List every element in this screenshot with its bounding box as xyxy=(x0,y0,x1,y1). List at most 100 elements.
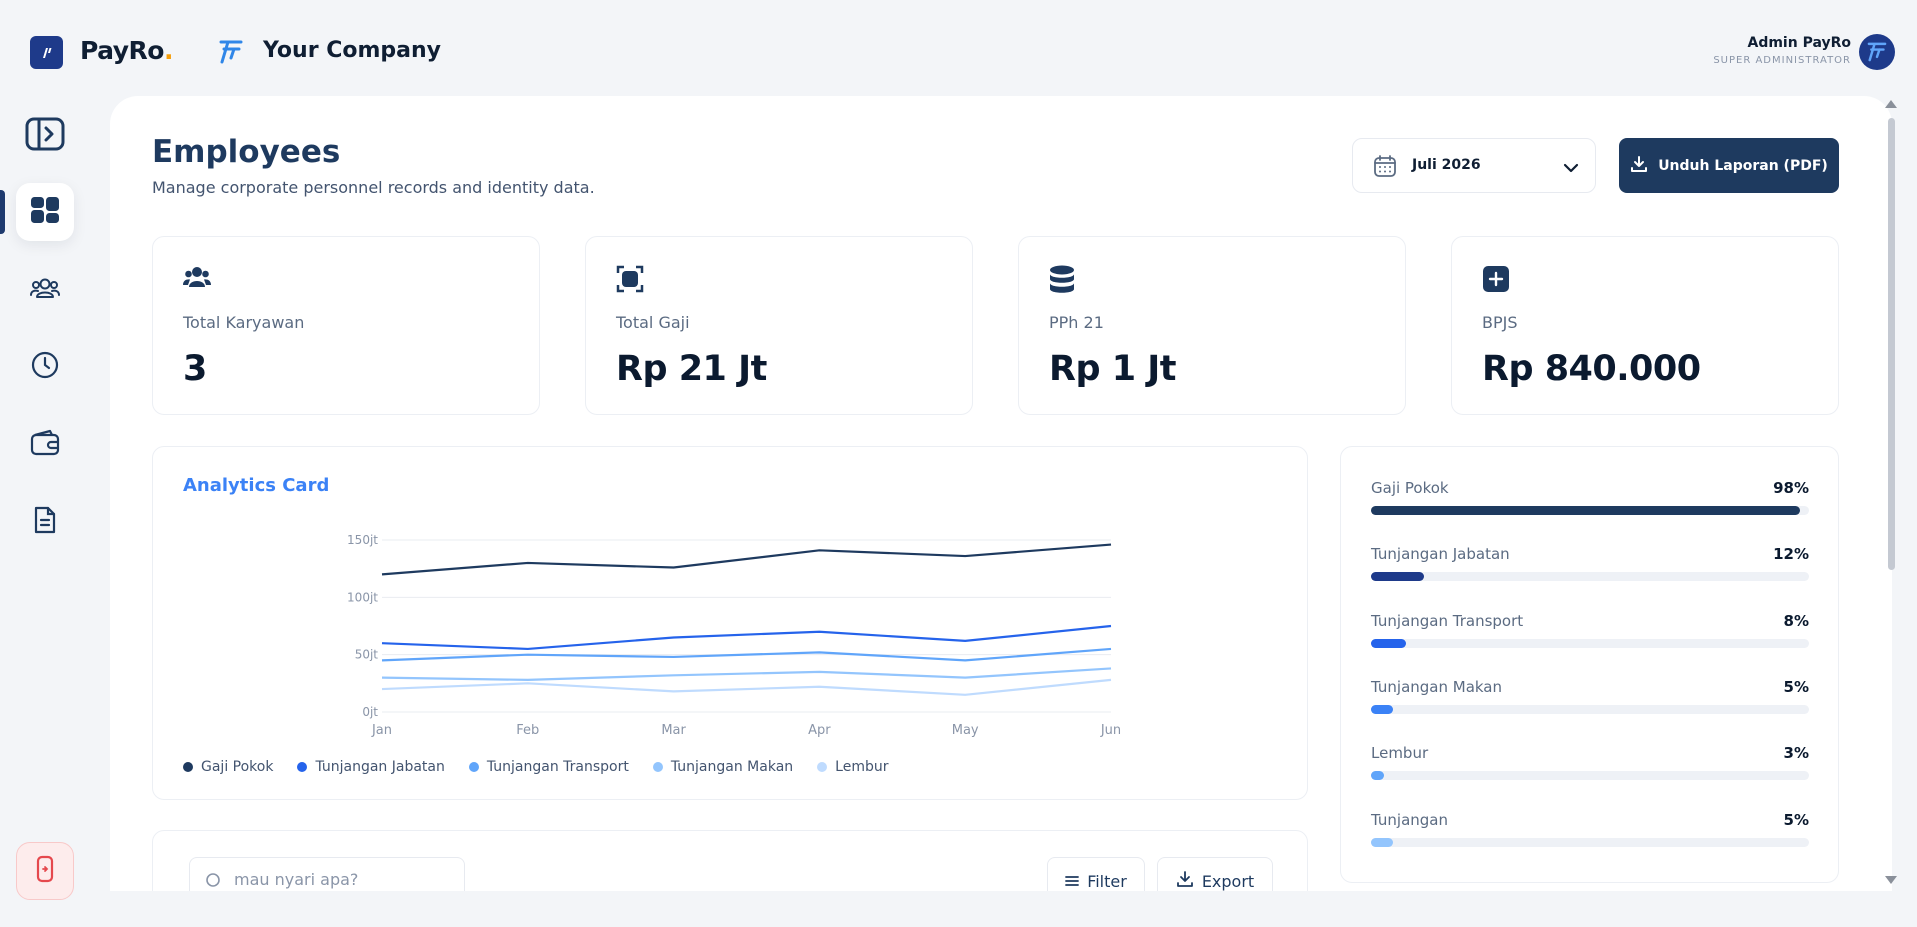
document-icon xyxy=(33,505,57,539)
stat-card-bpjs: BPJS Rp 840.000 xyxy=(1451,236,1839,415)
breakdown-label: Tunjangan xyxy=(1371,810,1448,829)
legend-item[interactable]: Tunjangan Makan xyxy=(652,759,794,775)
company-logo-icon xyxy=(215,38,247,70)
download-report-label: Unduh Laporan (PDF) xyxy=(1658,157,1828,174)
legend-label: Tunjangan Jabatan xyxy=(315,759,445,775)
download-report-button[interactable]: Unduh Laporan (PDF) xyxy=(1619,138,1839,193)
breakdown-label: Gaji Pokok xyxy=(1371,479,1449,497)
scroll-down-arrow-icon[interactable] xyxy=(1885,876,1897,884)
series-line-gaji-pokok[interactable] xyxy=(381,543,1112,576)
progress-track xyxy=(1371,837,1809,847)
legend-label: Lembur xyxy=(835,759,889,775)
salary-breakdown-card: Gaji Pokok 98% Tunjangan Jabatan 12% Tunjang… xyxy=(1340,446,1839,883)
legend-dot-icon xyxy=(468,762,479,772)
filter-label: Filter xyxy=(1087,871,1127,891)
user-name: Admin PayRo xyxy=(1747,35,1851,51)
search-input[interactable] xyxy=(234,870,454,889)
page-title: Employees xyxy=(152,134,341,170)
sidebar-item-attendance[interactable] xyxy=(16,338,74,396)
x-tick-label: May xyxy=(952,723,979,738)
logout-icon xyxy=(35,855,55,887)
x-tick-label: Jun xyxy=(1100,723,1121,738)
brand-name[interactable]: PayRo. xyxy=(80,36,173,65)
breakdown-percent: 8% xyxy=(1783,611,1809,630)
legend-item[interactable]: Lembur xyxy=(817,759,888,775)
breakdown-label: Tunjangan Jabatan xyxy=(1371,545,1510,564)
breakdown-percent: 5% xyxy=(1783,677,1809,696)
stat-value: Rp 1 Jt xyxy=(1049,349,1176,389)
series-line-tunjangan-jabatan[interactable] xyxy=(381,624,1112,651)
progress-fill xyxy=(1371,572,1424,582)
chart-title: Analytics Card xyxy=(183,475,330,496)
progress-fill xyxy=(1371,771,1385,781)
legend-item[interactable]: Gaji Pokok xyxy=(183,759,273,775)
y-tick-label: 150jt xyxy=(347,533,378,547)
breakdown-label: Tunjangan Transport xyxy=(1371,611,1524,630)
y-tick-label: 50jt xyxy=(355,648,379,662)
progress-fill xyxy=(1371,638,1407,648)
stat-label: Total Gaji xyxy=(616,313,690,332)
progress-fill xyxy=(1371,837,1393,847)
clock-icon xyxy=(31,351,59,383)
filter-button[interactable]: Filter xyxy=(1047,857,1145,891)
progress-track xyxy=(1371,638,1809,648)
x-tick-label: Mar xyxy=(661,723,686,738)
sidebar-toggle-icon xyxy=(25,117,65,155)
scroll-up-arrow-icon[interactable] xyxy=(1885,100,1897,108)
legend-item[interactable]: Tunjangan Transport xyxy=(468,759,629,775)
period-value: Juli 2026 xyxy=(1412,157,1481,173)
progress-fill xyxy=(1371,704,1393,714)
sidebar-item-reports[interactable] xyxy=(16,493,74,551)
team-icon xyxy=(183,265,211,295)
stat-value: 3 xyxy=(183,349,207,389)
legend-label: Gaji Pokok xyxy=(201,759,274,775)
users-icon xyxy=(30,276,60,304)
search-box[interactable] xyxy=(189,857,465,891)
wallet-icon xyxy=(30,429,60,461)
scroll-thumb[interactable] xyxy=(1888,118,1895,570)
user-role: SUPER ADMINISTRATOR xyxy=(1713,55,1851,66)
sidebar-toggle[interactable] xyxy=(16,107,74,165)
sidebar-item-payroll[interactable] xyxy=(16,416,74,474)
export-label: Export xyxy=(1201,871,1255,891)
progress-track xyxy=(1371,704,1809,714)
breakdown-label: Lembur xyxy=(1371,744,1429,763)
page-scrollbar[interactable] xyxy=(1884,96,1898,891)
stat-value: Rp 21 Jt xyxy=(616,349,767,389)
breakdown-percent: 12% xyxy=(1773,545,1809,564)
chart-legend: Gaji Pokok Tunjangan Jabatan Tunjangan Tra… xyxy=(183,759,888,775)
legend-dot-icon xyxy=(817,762,828,772)
page-subtitle: Manage corporate personnel records and i… xyxy=(152,178,595,197)
y-tick-label: 0jt xyxy=(362,705,378,719)
legend-label: Tunjangan Makan xyxy=(670,759,794,775)
x-tick-label: Jan xyxy=(371,723,392,738)
stat-label: BPJS xyxy=(1482,313,1518,332)
payro-logo-icon[interactable] xyxy=(30,36,63,69)
series-line-tunjangan-transport[interactable] xyxy=(381,647,1112,662)
breakdown-percent: 5% xyxy=(1783,810,1809,829)
y-tick-label: 100jt xyxy=(347,590,378,604)
breakdown-percent: 3% xyxy=(1783,744,1809,763)
stat-card-pph21: PPh 21 Rp 1 Jt xyxy=(1018,236,1406,415)
filter-icon xyxy=(1065,872,1080,891)
export-button[interactable]: Export xyxy=(1157,857,1273,891)
avatar[interactable] xyxy=(1859,34,1895,70)
sidebar-item-employees[interactable] xyxy=(16,261,74,319)
calendar-icon xyxy=(1373,154,1397,182)
plus-square-icon xyxy=(1482,265,1510,297)
stat-card-total-karyawan: Total Karyawan 3 xyxy=(152,236,540,415)
logout-button[interactable] xyxy=(16,842,74,900)
stat-label: Total Karyawan xyxy=(183,313,305,332)
series-line-lembur[interactable] xyxy=(381,678,1112,696)
chevron-down-icon xyxy=(1563,159,1579,178)
company-name[interactable]: Your Company xyxy=(263,38,441,63)
sidebar-item-dashboard[interactable] xyxy=(16,183,74,241)
progress-track xyxy=(1371,771,1809,781)
x-tick-label: Feb xyxy=(516,723,539,738)
stat-label: PPh 21 xyxy=(1049,313,1104,332)
legend-item[interactable]: Tunjangan Jabatan xyxy=(297,759,445,775)
search-icon xyxy=(206,873,222,891)
period-select[interactable]: Juli 2026 xyxy=(1352,138,1596,193)
series-line-tunjangan-makan[interactable] xyxy=(381,667,1112,681)
analytics-line-chart: 0jt 50jt 100jt 150jt Jan Feb Mar Apr May Jun xyxy=(347,533,1121,738)
